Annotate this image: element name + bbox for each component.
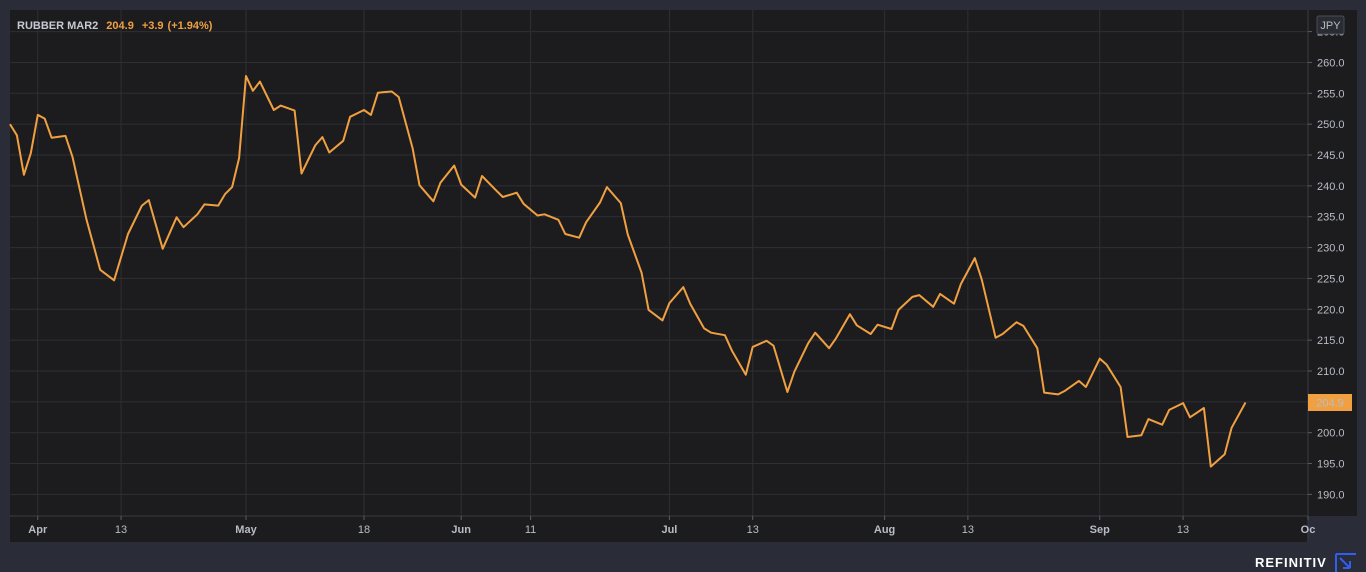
x-tick-label: 13 bbox=[962, 524, 974, 536]
y-tick-label: 245.0 bbox=[1317, 150, 1345, 162]
legend-change-percent: (+1.94%) bbox=[168, 20, 213, 32]
legend-symbol: RUBBER MAR2 bbox=[17, 20, 98, 32]
y-tick-label: 260.0 bbox=[1317, 57, 1345, 69]
grid-lines bbox=[10, 10, 1309, 516]
x-tick-label: 13 bbox=[115, 524, 127, 536]
refinitiv-logo-mark bbox=[1335, 553, 1356, 572]
y-tick-label: 255.0 bbox=[1317, 88, 1345, 100]
x-tick-label: Aug bbox=[874, 524, 895, 536]
y-tick-label: 200.0 bbox=[1317, 428, 1345, 440]
currency-label: JPY bbox=[1320, 20, 1341, 32]
x-tick-label: 11 bbox=[525, 524, 536, 536]
x-tick-label: 18 bbox=[358, 524, 370, 536]
legend[interactable]: RUBBER MAR2 204.9 +3.9 (+1.94%) bbox=[17, 20, 213, 32]
y-tick-label: 240.0 bbox=[1317, 181, 1345, 193]
legend-last-value: 204.9 bbox=[106, 20, 134, 32]
x-tick-label: Sep bbox=[1090, 524, 1110, 536]
y-tick-label: 195.0 bbox=[1317, 459, 1345, 471]
brand-name: REFINITIV bbox=[1255, 555, 1327, 570]
last-value-badge bbox=[1308, 394, 1352, 411]
y-tick-label: 190.0 bbox=[1317, 489, 1345, 501]
last-value-label: 204.9 bbox=[1316, 398, 1344, 410]
currency-badge[interactable]: JPY bbox=[1316, 15, 1345, 35]
y-tick-label: 210.0 bbox=[1317, 366, 1345, 378]
x-tick-label: 13 bbox=[1177, 524, 1189, 536]
refinitiv-logo-icon bbox=[1335, 553, 1356, 572]
x-tick-label: May bbox=[235, 524, 257, 536]
y-tick-label: 215.0 bbox=[1317, 335, 1345, 347]
x-tick-label: 13 bbox=[747, 524, 759, 536]
x-tick-label: Oc bbox=[1301, 524, 1316, 536]
legend-change: +3.9 bbox=[142, 20, 164, 32]
y-tick-label: 230.0 bbox=[1317, 243, 1345, 255]
plot-area bbox=[10, 10, 1308, 516]
y-tick-label: 250.0 bbox=[1317, 119, 1345, 131]
y-tick-label: 220.0 bbox=[1317, 304, 1345, 316]
currency-badge-frame bbox=[1316, 15, 1345, 35]
y-tick-label: 225.0 bbox=[1317, 273, 1345, 285]
last-value-marker: 204.9 bbox=[1308, 394, 1352, 411]
x-tick-label: Apr bbox=[28, 524, 48, 536]
y-tick-label: 235.0 bbox=[1317, 212, 1345, 224]
series-line-rubber-mar2 bbox=[9, 75, 1247, 468]
x-tick-label: Jul bbox=[661, 524, 677, 536]
price-axis-background bbox=[1308, 10, 1357, 516]
x-tick-label: Jun bbox=[451, 524, 471, 536]
time-axis-ticks: Apr 13 May 18 Jun 11 Jul 13 Aug 13 Sep 13 Oc bbox=[28, 516, 1315, 536]
time-axis-background bbox=[10, 516, 1308, 542]
